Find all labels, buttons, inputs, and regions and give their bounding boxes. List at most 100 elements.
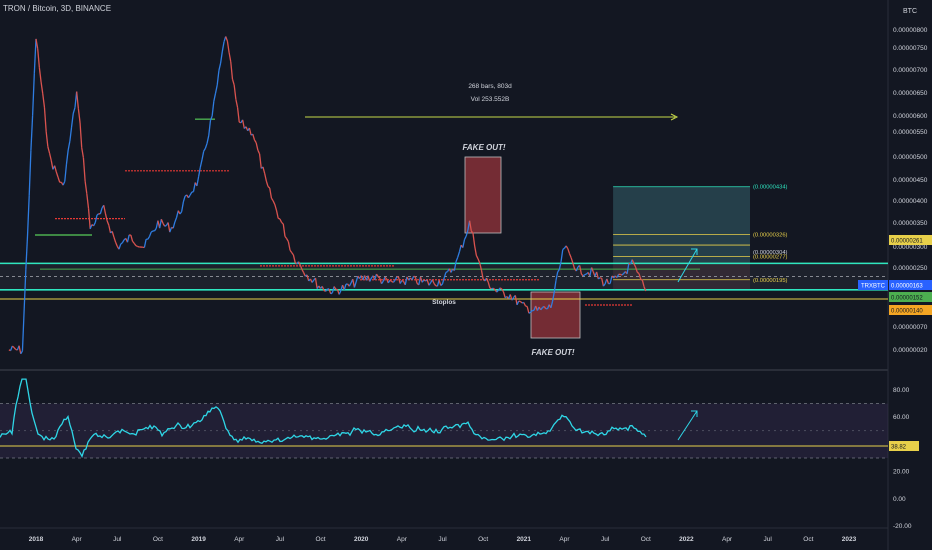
rsi-value-text: 38.82 (891, 445, 907, 451)
price-segment (455, 256, 459, 262)
price-segment (106, 220, 110, 226)
price-segment (99, 207, 103, 214)
price-segment (40, 81, 44, 94)
price-segment (55, 171, 59, 178)
price-segment (468, 220, 472, 231)
rsi-axis-tick: 60.00 (893, 414, 910, 421)
target-label: (0.00000277) (753, 255, 788, 261)
price-segment (497, 287, 501, 291)
price-segment (584, 273, 587, 276)
price-axis-tick: 0.00000800 (893, 27, 928, 34)
price-segment (192, 182, 196, 192)
price-segment (413, 275, 416, 278)
time-axis-tick: Jul (764, 536, 773, 543)
price-segment (289, 249, 293, 253)
time-axis-tick: Oct (153, 536, 163, 543)
price-segment (231, 79, 235, 86)
price-segment (21, 309, 25, 351)
rsi-line (0, 378, 647, 458)
time-axis-tick: Oct (478, 536, 488, 543)
price-segment (499, 287, 503, 290)
price-segment (174, 217, 178, 223)
price-segment (77, 108, 81, 123)
price-segment (187, 194, 191, 199)
price-segment (279, 218, 283, 223)
price-segment (54, 165, 57, 173)
price-segment (470, 230, 474, 234)
price-segment (445, 270, 448, 274)
time-axis-tick: Apr (397, 536, 408, 543)
time-axis-tick: Jul (276, 536, 285, 543)
price-segment (568, 253, 572, 259)
target-label: (0.00000326) (753, 233, 788, 239)
fakeout-box-bottom (530, 291, 581, 339)
price-segment (216, 70, 220, 86)
rsi-axis-tick: 20.00 (893, 469, 910, 476)
price-segment (135, 245, 138, 248)
price-segment (562, 247, 565, 251)
price-segment (278, 217, 281, 220)
price-segment (597, 277, 601, 280)
price-segment (311, 279, 315, 283)
price-segment (321, 286, 325, 291)
price-segment (314, 277, 318, 289)
price-segment (255, 142, 259, 151)
price-segment (353, 281, 357, 288)
price-segment (379, 277, 383, 284)
price-segment (181, 201, 184, 212)
time-axis-tick: 2020 (354, 536, 369, 543)
price-segment (438, 280, 442, 286)
price-segment (643, 286, 647, 292)
price-segment (15, 348, 18, 351)
price-segment (137, 245, 140, 248)
price-segment (203, 148, 206, 152)
price-segment (269, 187, 273, 199)
price-segment (526, 306, 530, 314)
price-segment (72, 107, 76, 114)
target-label: (0.00000434) (753, 185, 788, 191)
price-axis-tick: 0.00000700 (893, 67, 928, 74)
price-segment (172, 221, 176, 229)
price-segment (343, 283, 347, 290)
price-segment (572, 262, 576, 270)
price-segment (394, 276, 398, 281)
price-segment (555, 271, 559, 281)
price-segment (118, 243, 122, 250)
price-segment (13, 347, 17, 350)
price-segment (491, 287, 494, 290)
time-axis-tick: Apr (234, 536, 245, 543)
price-segment (636, 271, 640, 275)
price-segment (201, 151, 205, 160)
range-measure-arrowhead (670, 113, 679, 121)
price-segment (367, 275, 371, 282)
price-segment (303, 272, 306, 277)
price-segment (550, 300, 554, 309)
price-segment (197, 167, 201, 177)
time-axis-tick: Oct (803, 536, 813, 543)
price-segment (487, 282, 491, 289)
price-segment (191, 190, 194, 193)
target-label: (0.00000195) (753, 278, 788, 284)
price-segment (475, 255, 479, 260)
price-segment (543, 306, 547, 310)
price-segment (265, 180, 269, 187)
price-axis-tick: 0.00000750 (893, 45, 928, 52)
price-segment (162, 223, 166, 227)
price-segment (519, 300, 523, 304)
price-segment (297, 261, 301, 266)
price-segment (511, 297, 515, 301)
chart-title: TRON / Bitcoin, 3D, BINANCE (3, 4, 112, 13)
price-segment (492, 287, 496, 291)
price-segment (457, 251, 461, 258)
price-segment (218, 62, 222, 71)
time-axis-tick: Apr (559, 536, 570, 543)
price-segment (634, 266, 638, 273)
target-label: (0.00000304) (753, 250, 788, 256)
rsi-arrowhead (691, 410, 698, 417)
price-segment (601, 278, 605, 287)
price-segment (23, 269, 27, 311)
price-segment (239, 121, 242, 124)
price-segment (613, 275, 616, 279)
price-segment (590, 267, 594, 272)
price-segment (641, 280, 645, 287)
